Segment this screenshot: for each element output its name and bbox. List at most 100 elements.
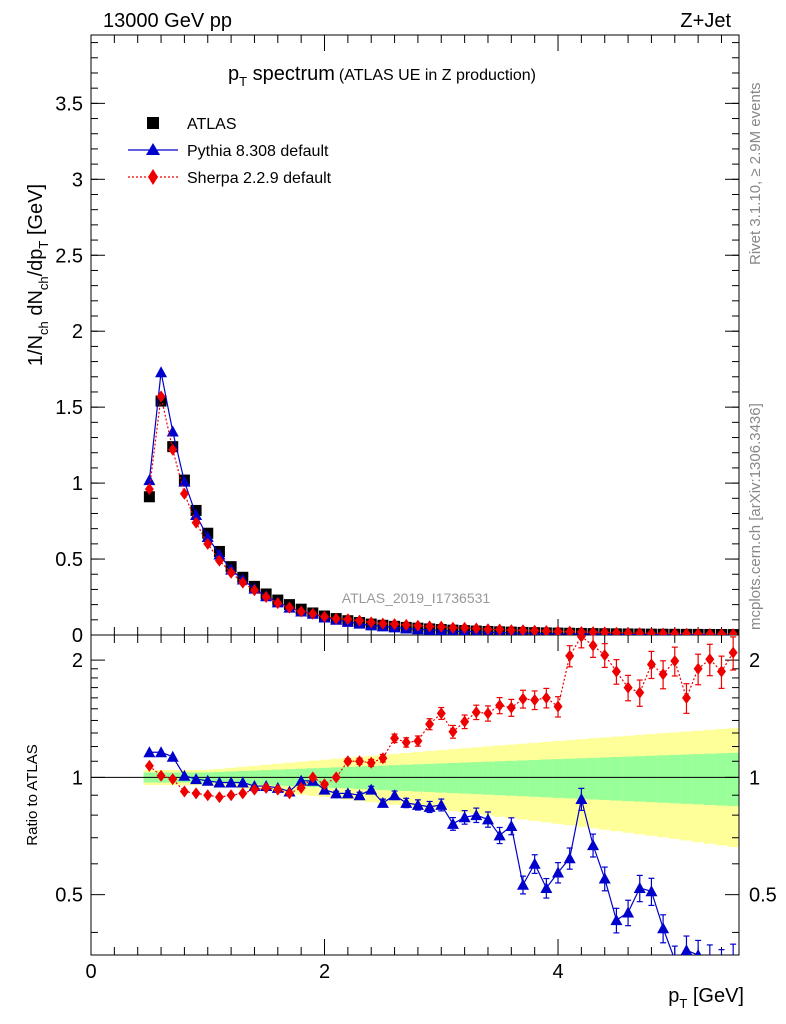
pythia-ratio-point bbox=[225, 776, 238, 788]
sherpa-main-point bbox=[308, 607, 318, 620]
plot-title-rest: spectrum bbox=[247, 63, 335, 85]
pythia-ratio-point bbox=[353, 789, 366, 801]
sherpa-main-point bbox=[296, 605, 306, 618]
sherpa-ratio-point bbox=[191, 787, 201, 800]
band-green-segment bbox=[645, 755, 658, 803]
pythia-ratio-point bbox=[540, 882, 553, 894]
pythia-ratio-point bbox=[411, 798, 424, 810]
sherpa-main-point bbox=[681, 627, 691, 635]
uncertainty-bands bbox=[91, 728, 739, 848]
band-green-segment bbox=[610, 757, 623, 801]
sherpa-main-point bbox=[483, 623, 493, 635]
header-right: Z+Jet bbox=[680, 10, 731, 32]
sherpa-ratio-point bbox=[705, 653, 715, 666]
sherpa-main-point bbox=[623, 627, 633, 635]
sherpa-main-point bbox=[541, 625, 551, 635]
pythia-ratio-point bbox=[388, 789, 401, 801]
sherpa-ratio-point bbox=[156, 769, 166, 782]
pythia-ratio-point bbox=[680, 944, 693, 955]
sherpa-ratio-point bbox=[495, 699, 505, 712]
band-green-segment bbox=[400, 764, 413, 792]
ratio-tick-label: 1 bbox=[72, 767, 83, 789]
sherpa-main-point bbox=[343, 613, 353, 626]
sherpa-main-point bbox=[203, 537, 213, 550]
x-tick-label: 4 bbox=[552, 961, 563, 983]
sherpa-ratio-point bbox=[623, 681, 633, 694]
sherpa-main-point bbox=[436, 620, 446, 633]
sherpa-main-point bbox=[611, 626, 621, 635]
pythia-ratio-point bbox=[155, 746, 168, 758]
y-tick-label: 1.5 bbox=[55, 397, 83, 419]
sherpa-main-point bbox=[401, 618, 411, 631]
sherpa-main-point bbox=[179, 487, 189, 500]
sherpa-ratio-point bbox=[460, 715, 470, 728]
pythia-ratio-point bbox=[587, 839, 600, 851]
legend-marker-sherpa bbox=[148, 169, 158, 185]
pythia-main-point bbox=[190, 509, 203, 520]
sherpa-ratio-point bbox=[425, 718, 435, 731]
pythia-ratio-point bbox=[178, 769, 191, 781]
sherpa-main-point bbox=[716, 628, 726, 635]
sherpa-main-point bbox=[506, 624, 516, 635]
sherpa-ratio-point bbox=[588, 639, 598, 652]
sherpa-main-point bbox=[460, 621, 470, 634]
pythia-main-point bbox=[143, 474, 156, 486]
band-green-segment bbox=[423, 763, 436, 793]
pythia-ratio-point bbox=[376, 796, 389, 808]
pythia-ratio-point bbox=[166, 750, 179, 762]
pythia-ratio-point bbox=[190, 773, 203, 785]
pythia-main-point bbox=[201, 531, 214, 543]
sherpa-main-point bbox=[273, 597, 283, 610]
band-green-segment bbox=[622, 756, 635, 802]
sherpa-ratio-point bbox=[214, 791, 224, 804]
sherpa-ratio-point bbox=[693, 662, 703, 675]
plot-title-sub: T bbox=[239, 74, 247, 89]
y-tick-label: 2 bbox=[72, 321, 83, 343]
pythia-ratio-point bbox=[423, 800, 436, 812]
sherpa-main-point bbox=[390, 618, 400, 631]
sherpa-ratio-point bbox=[670, 654, 680, 667]
sherpa-ratio-point bbox=[728, 646, 738, 659]
sherpa-main-point bbox=[705, 627, 715, 635]
sherpa-ratio-point bbox=[296, 781, 306, 794]
pythia-main-point bbox=[166, 425, 179, 437]
sherpa-ratio-point bbox=[541, 691, 551, 704]
sherpa-main-point bbox=[413, 619, 423, 632]
sherpa-main-point bbox=[320, 610, 330, 623]
y-tick-label: 3.5 bbox=[55, 93, 83, 115]
sherpa-main-point bbox=[635, 627, 645, 635]
sherpa-ratio-point bbox=[646, 658, 656, 671]
band-green-segment bbox=[482, 761, 495, 795]
sherpa-main-point bbox=[261, 591, 271, 604]
pythia-ratio-point bbox=[517, 878, 529, 890]
y-tick-label: 2.5 bbox=[55, 245, 83, 267]
sherpa-main-point bbox=[366, 616, 376, 629]
band-green-segment bbox=[692, 754, 705, 805]
sherpa-main-point bbox=[168, 443, 178, 456]
sherpa-ratio-point bbox=[448, 725, 458, 738]
pythia-ratio-point bbox=[674, 953, 676, 955]
legend-marker-pythia bbox=[146, 143, 160, 155]
sherpa-main-point bbox=[226, 566, 236, 579]
sherpa-ratio-point bbox=[331, 771, 341, 784]
sherpa-ratio-point bbox=[483, 707, 493, 720]
sherpa-ratio-point bbox=[576, 635, 586, 643]
sherpa-main-point bbox=[518, 624, 528, 635]
sherpa-ratio-point bbox=[273, 783, 283, 796]
plot-title: pT spectrum (ATLAS UE in Z production) bbox=[228, 63, 536, 89]
pythia-ratio-point bbox=[400, 796, 413, 808]
sherpa-ratio-point bbox=[635, 686, 645, 699]
sherpa-main-point bbox=[600, 626, 610, 635]
band-green-segment bbox=[727, 752, 739, 807]
pythia-ratio-point bbox=[732, 953, 734, 955]
ratio-tick-label-right: 1 bbox=[749, 767, 760, 789]
band-green-segment bbox=[633, 756, 647, 802]
sherpa-main-point bbox=[588, 626, 598, 635]
y-axis-title-main: 1/Nch dNch/dpT [GeV] bbox=[25, 184, 51, 366]
sherpa-main-point bbox=[471, 622, 481, 635]
rivet-label: Rivet 3.1.10, ≥ 2.9M events bbox=[747, 83, 764, 266]
band-green-segment bbox=[668, 754, 682, 804]
sherpa-main-point bbox=[156, 390, 166, 403]
pythia-ratio-point bbox=[481, 813, 494, 825]
pythia-ratio-point bbox=[657, 922, 670, 934]
